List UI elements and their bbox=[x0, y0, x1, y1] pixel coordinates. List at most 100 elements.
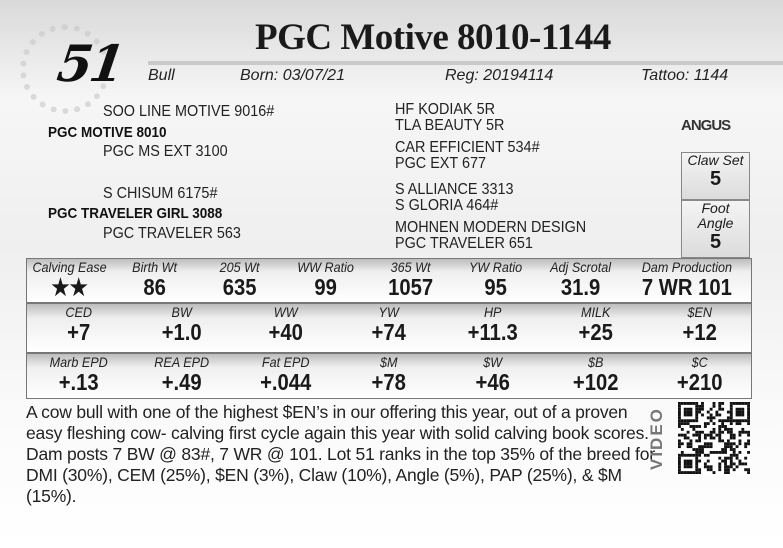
stat-cell: YW +74 bbox=[337, 304, 440, 352]
born-date: Born: 03/07/21 bbox=[240, 67, 345, 84]
stat-cell: 205 Wt 635 bbox=[197, 259, 282, 302]
stat-cell: Dam Production 7 WR 101 bbox=[623, 259, 751, 302]
stat-label: $M bbox=[380, 354, 398, 370]
stat-cell: Calving Ease ★★ bbox=[27, 259, 112, 302]
stat-label: Adj Scrotal bbox=[550, 259, 612, 275]
video-qr-code[interactable] bbox=[678, 402, 750, 474]
stat-cell: WW Ratio 99 bbox=[283, 259, 368, 302]
dam: PGC TRAVELER GIRL 3088 bbox=[48, 205, 223, 222]
stat-label: BW bbox=[171, 304, 193, 320]
stat-label: WW bbox=[273, 304, 298, 320]
stat-cell: $B +102 bbox=[544, 354, 647, 398]
sire: PGC MOTIVE 8010 bbox=[48, 124, 167, 141]
performance-row: Calving Ease ★★ Birth Wt 86 205 Wt 635 WW Rati… bbox=[26, 258, 752, 303]
pedigree-right-8: PGC TRAVELER 651 bbox=[395, 235, 533, 252]
pedigree-right-3: CAR EFFICIENT 534# bbox=[395, 139, 540, 156]
stat-value: 7 WR 101 bbox=[642, 274, 733, 300]
stat-value: +25 bbox=[578, 319, 613, 345]
pedigree-right-4: PGC EXT 677 bbox=[395, 155, 486, 172]
stat-value: 99 bbox=[313, 274, 337, 300]
stat-cell: BW +1.0 bbox=[130, 304, 233, 352]
claw-set-value: 5 bbox=[709, 168, 722, 190]
epd-row: CED +7 BW +1.0 WW +40 YW +74 HP +11.3 MILK +25 $EN +1… bbox=[26, 303, 752, 353]
stat-cell: Marb EPD +.13 bbox=[27, 354, 130, 398]
stat-cell: 365 Wt 1057 bbox=[368, 259, 453, 302]
video-label: VIDEO bbox=[647, 407, 666, 471]
stat-label: Marb EPD bbox=[49, 354, 108, 370]
pedigree-right-7: MOHNEN MODERN DESIGN bbox=[395, 219, 587, 236]
sire-dam: PGC MS EXT 3100 bbox=[103, 143, 228, 160]
stat-label: YW Ratio bbox=[468, 259, 523, 275]
stat-value: +.044 bbox=[259, 369, 312, 395]
pedigree-right-2: TLA BEAUTY 5R bbox=[395, 117, 505, 134]
stat-value: +12 bbox=[682, 319, 717, 345]
stat-label: 365 Wt bbox=[390, 259, 431, 275]
stat-value: +210 bbox=[676, 369, 723, 395]
stat-label: Fat EPD bbox=[261, 354, 310, 370]
animal-title: PGC Motive 8010-1144 bbox=[255, 17, 611, 58]
stat-cell: MILK +25 bbox=[544, 304, 647, 352]
claw-set-box: Claw Set 5 bbox=[681, 152, 750, 200]
stat-value: +.13 bbox=[58, 369, 99, 395]
stat-label: WW Ratio bbox=[296, 259, 354, 275]
stat-value: +11.3 bbox=[467, 319, 518, 345]
registration: Reg: 20194114 bbox=[445, 67, 554, 84]
foot-angle-value: 5 bbox=[709, 231, 722, 253]
sex: Bull bbox=[148, 67, 175, 84]
stat-value: +74 bbox=[371, 319, 407, 345]
stat-value: 86 bbox=[143, 274, 167, 300]
stat-value: 1057 bbox=[387, 274, 433, 300]
stat-value: +1.0 bbox=[162, 319, 203, 345]
stat-label: YW bbox=[378, 304, 400, 320]
stat-label: Dam Production bbox=[641, 259, 733, 275]
stat-label: Calving Ease bbox=[32, 259, 107, 275]
dam-dam: PGC TRAVELER 563 bbox=[103, 225, 241, 242]
stat-label: $B bbox=[588, 354, 604, 370]
stat-cell: Birth Wt 86 bbox=[112, 259, 197, 302]
tattoo: Tattoo: 1144 bbox=[641, 67, 729, 84]
stat-label: HP bbox=[483, 304, 502, 320]
claw-set-label: Claw Set bbox=[687, 152, 744, 168]
stat-value: +78 bbox=[371, 369, 407, 395]
stat-label: CED bbox=[65, 304, 93, 320]
foot-angle-label: Foot Angle bbox=[697, 200, 734, 231]
stat-cell: $W +46 bbox=[441, 354, 544, 398]
pedigree-right-5: S ALLIANCE 3313 bbox=[395, 181, 514, 198]
stat-value: +46 bbox=[475, 369, 510, 395]
stat-value: 635 bbox=[223, 274, 257, 300]
stat-cell: Fat EPD +.044 bbox=[234, 354, 337, 398]
stat-value: 31.9 bbox=[560, 274, 601, 300]
sire-sire: SOO LINE MOTIVE 9016# bbox=[103, 103, 275, 120]
pedigree-right-6: S GLORIA 464# bbox=[395, 197, 499, 214]
lot-number: 51 bbox=[53, 34, 126, 93]
pedigree-right-1: HF KODIAK 5R bbox=[395, 101, 496, 118]
stat-value: 95 bbox=[484, 274, 507, 300]
stat-cell: CED +7 bbox=[27, 304, 130, 352]
carcass-index-row: Marb EPD +.13 REA EPD +.49 Fat EPD +.044 $M +78… bbox=[26, 353, 752, 399]
stat-value: +102 bbox=[573, 369, 619, 395]
stat-label: $C bbox=[691, 354, 708, 370]
foot-angle-box: Foot Angle 5 bbox=[681, 200, 750, 258]
stat-cell: REA EPD +.49 bbox=[130, 354, 233, 398]
stat-cell: Adj Scrotal 31.9 bbox=[538, 259, 623, 302]
stat-cell: YW Ratio 95 bbox=[453, 259, 538, 302]
angus-logo: ANGUS bbox=[681, 117, 731, 134]
stat-cell: HP +11.3 bbox=[441, 304, 544, 352]
stat-value: +.49 bbox=[162, 369, 203, 395]
stat-cell: $M +78 bbox=[337, 354, 440, 398]
stat-label: $EN bbox=[686, 304, 712, 320]
stat-label: MILK bbox=[581, 304, 611, 320]
stat-value: +40 bbox=[268, 319, 303, 345]
stat-value: +7 bbox=[67, 319, 91, 345]
stat-label: Birth Wt bbox=[132, 259, 178, 275]
stat-value: ★★ bbox=[51, 274, 88, 300]
dam-sire: S CHISUM 6175# bbox=[103, 185, 218, 202]
title-rule bbox=[148, 61, 783, 65]
stat-label: $W bbox=[482, 354, 502, 370]
stat-label: 205 Wt bbox=[219, 259, 260, 275]
stat-cell: $EN +12 bbox=[648, 304, 751, 352]
decorative-swirl bbox=[20, 24, 110, 114]
stat-label: REA EPD bbox=[154, 354, 210, 370]
lot-description: A cow bull with one of the highest $EN’s… bbox=[26, 402, 655, 506]
stat-cell: $C +210 bbox=[648, 354, 751, 398]
